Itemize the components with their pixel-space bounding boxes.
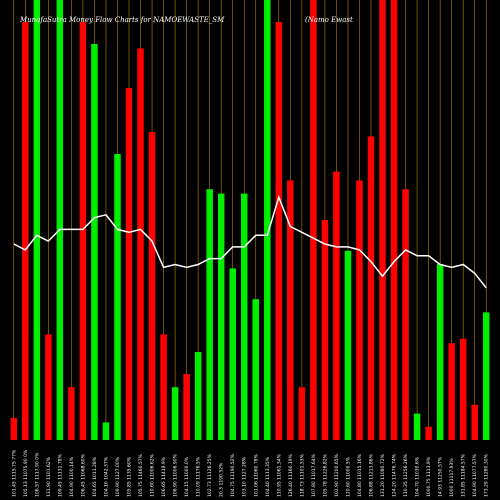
x-tick-label: 14.93 11250.57% [438, 456, 444, 497]
bar-22 [264, 0, 271, 440]
chart-title: MunafaSutra Money Flow Charts for NAMOEW… [19, 16, 225, 24]
bar-40 [471, 404, 478, 440]
x-tick-label: 109.90 1127.00% [115, 456, 121, 497]
bar-27 [321, 220, 329, 440]
bar-39 [459, 338, 467, 440]
bar-26 [310, 0, 317, 440]
x-tick-label: 104.80 11015.16% [357, 453, 363, 497]
x-tick-label: 109.45 11131.78% [57, 453, 63, 497]
x-tick-label: 106.65 11419.9% [161, 456, 167, 497]
x-tick-label: 105.78 11226.82% [322, 453, 328, 497]
x-tick-label: 106.90 11006.90% [173, 453, 179, 497]
x-tick-label: 106.57 1117.90 0% [34, 452, 40, 497]
x-tick-label: 120.60 11000.5% [345, 456, 351, 497]
x-tick-label: 118.73 11101.53% [299, 453, 305, 497]
x-tick-label: 105.85 1135.60% [127, 456, 133, 497]
x-tick-labels: 101.45 1115.75 77% 105.13 11075.90 0% 106.… [11, 449, 489, 497]
bar-36 [425, 426, 432, 440]
x-tick-label: 1000.75 1113.9% [426, 456, 432, 497]
money-flow-bars [10, 0, 490, 441]
bar-8 [102, 422, 110, 440]
bar-16 [194, 352, 202, 440]
bar-4 [56, 0, 64, 440]
x-tick-label: 105.13 11075.90 0% [23, 449, 29, 497]
x-tick-label: 103.10 1127.28% [242, 456, 248, 497]
x-tick-label: 107.80 11017.64% [311, 453, 317, 497]
x-tick-label: 173.29 11280.30% [484, 453, 490, 497]
bar-28 [333, 171, 340, 440]
bar-21 [252, 299, 260, 440]
bar-12 [148, 132, 156, 440]
bar-11 [137, 48, 144, 441]
x-tick-label: 126.40 11160.19% [288, 453, 294, 497]
bar-33 [390, 0, 398, 440]
bar-17 [206, 189, 213, 440]
chart-subtitle: (Namo Ewast [305, 16, 353, 24]
bar-18 [217, 193, 225, 440]
x-tick-label: 104.75 11190.52% [230, 453, 236, 497]
bar-14 [171, 387, 179, 440]
x-tick-label: 101.45 1115.75 77% [11, 449, 17, 497]
bar-13 [160, 334, 167, 440]
x-tick-label: 20.3 1190.52% [219, 462, 225, 497]
x-tick-label: 110.95 11061.34% [276, 453, 282, 497]
x-tick-label: 104.90 11077.57% [472, 453, 478, 497]
x-tick-label: 106.88 11213.86% [369, 453, 375, 497]
x-tick-label: 104.40 1113.35% [265, 456, 271, 497]
bar-0 [10, 418, 18, 440]
bar-32 [379, 0, 386, 440]
bar-41 [482, 312, 490, 440]
x-tick-label: 131.20 11080.72% [380, 453, 386, 497]
x-tick-label: 110.09 11176.5% [196, 456, 202, 497]
bar-3 [45, 334, 52, 440]
bar-38 [448, 343, 455, 440]
x-tick-label: 105.75 11460.57% [138, 453, 144, 497]
bar-37 [436, 264, 444, 440]
bar-24 [287, 180, 294, 440]
x-tick-label: 131.85 11184.57% [461, 453, 467, 497]
bar-23 [275, 22, 283, 440]
bar-19 [229, 268, 236, 440]
bar-30 [356, 180, 363, 440]
bar-10 [125, 88, 133, 440]
bar-7 [91, 44, 98, 440]
x-tick-label: 104.10 1042.37% [103, 456, 109, 497]
x-tick-label: 104.65 1011.28% [92, 456, 98, 497]
x-tick-label: 110.35 11256.26% [403, 453, 409, 497]
bar-6 [79, 22, 87, 440]
x-tick-label: 104.90 1100.14% [69, 456, 75, 497]
x-tick-label: 104.70 11030.6% [415, 456, 421, 497]
x-tick-label: 131.90 1101.62% [46, 456, 52, 497]
bar-15 [183, 374, 190, 440]
x-tick-label: 124.20 11476.74% [392, 453, 398, 497]
bar-2 [33, 0, 41, 440]
bar-34 [402, 189, 409, 440]
x-tick-label: 1000 11117.93% [449, 458, 455, 497]
x-tick-label: 110.60 11006.62% [150, 453, 156, 497]
bar-25 [298, 387, 306, 440]
bar-20 [240, 193, 248, 440]
x-tick-label: 102.73 11126.25% [207, 453, 213, 497]
bar-29 [344, 250, 352, 440]
bar-5 [68, 387, 75, 440]
bar-1 [22, 22, 29, 440]
x-tick-label: 106.45 11068.60% [80, 453, 86, 497]
x-tick-label: 101.06 11060.78% [253, 453, 259, 497]
bar-31 [367, 136, 375, 440]
bar-9 [114, 154, 121, 440]
bar-35 [413, 413, 421, 440]
x-tick-label: 102.90 11200.65% [334, 453, 340, 497]
money-flow-line [13, 194, 487, 289]
x-tick-label: 104.15 11000.0% [184, 456, 190, 497]
